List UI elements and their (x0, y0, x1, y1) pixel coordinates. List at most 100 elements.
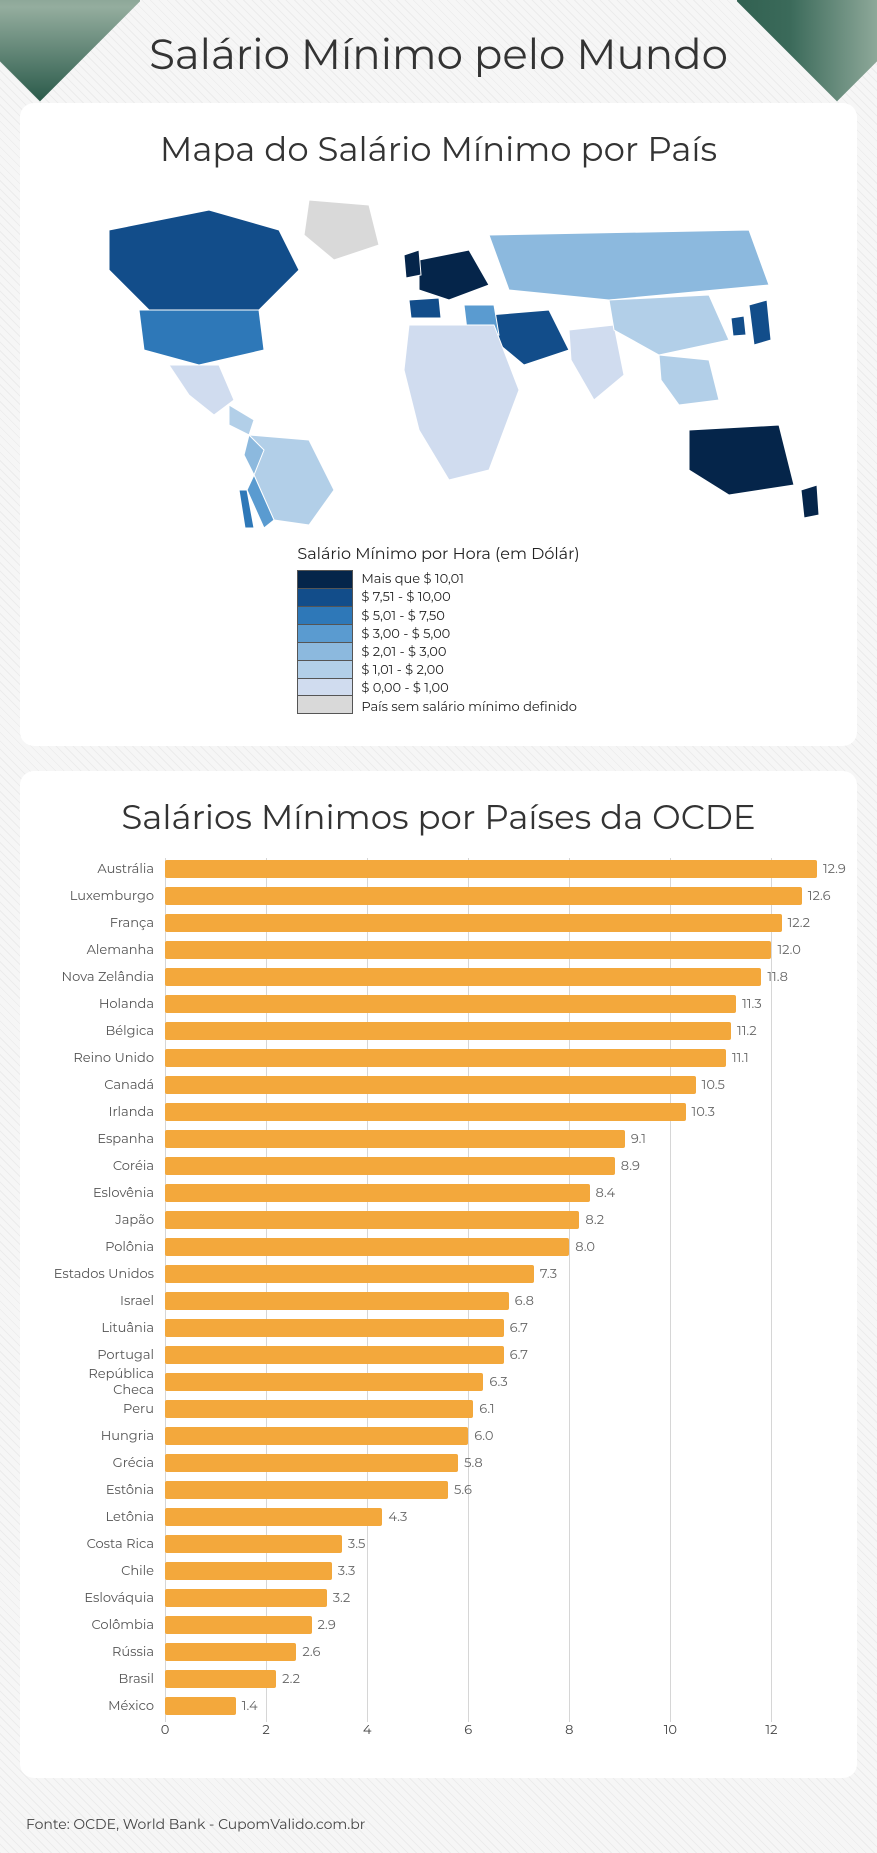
bar-track: 1.4 (165, 1697, 822, 1715)
bar-row: Portugal6.7 (165, 1344, 822, 1367)
bar-value: 6.0 (468, 1427, 493, 1445)
bar-value: 4.3 (382, 1508, 407, 1526)
bar-chart-bars: Austrália12.9Luxemburgo12.6França12.2Ale… (165, 858, 822, 1718)
bar-track: 11.3 (165, 995, 822, 1013)
map-legend-title: Salário Mínimo por Hora (em Dólár) (297, 545, 579, 564)
map-region (109, 210, 299, 320)
bar-value: 3.3 (332, 1562, 356, 1580)
legend-label: $ 0,00 - $ 1,00 (361, 679, 577, 697)
bar-track: 5.8 (165, 1454, 822, 1472)
map-region (229, 405, 254, 435)
bar-label: França (45, 915, 160, 931)
bar-row: Estados Unidos7.3 (165, 1263, 822, 1286)
bar-track: 11.8 (165, 968, 822, 986)
bar-row: Lituânia6.7 (165, 1317, 822, 1340)
bar-fill (165, 1076, 696, 1094)
bar-fill (165, 1319, 504, 1337)
bar-value: 6.7 (504, 1346, 528, 1364)
map-region (404, 250, 421, 278)
bar-row: Canadá10.5 (165, 1074, 822, 1097)
bar-fill (165, 1130, 625, 1148)
bar-row: República Checa6.3 (165, 1371, 822, 1394)
bar-fill (165, 968, 761, 986)
bar-label: República Checa (45, 1366, 160, 1398)
bar-track: 8.4 (165, 1184, 822, 1202)
world-map: Salário Mínimo por Hora (em Dólár) Mais … (45, 190, 832, 716)
axis-tick: 6 (464, 1722, 472, 1738)
bar-value: 10.5 (696, 1076, 725, 1094)
bar-label: Holanda (45, 996, 160, 1012)
bar-value: 6.7 (504, 1319, 528, 1337)
bar-track: 12.9 (165, 860, 822, 878)
bar-track: 12.6 (165, 887, 822, 905)
bar-fill (165, 995, 736, 1013)
bar-label: Estônia (45, 1482, 160, 1498)
legend-label: $ 7,51 - $ 10,00 (361, 588, 577, 606)
axis-tick: 4 (363, 1722, 372, 1738)
bar-value: 11.8 (761, 968, 788, 986)
bar-value: 9.1 (625, 1130, 646, 1148)
bar-row: Austrália12.9 (165, 858, 822, 881)
legend-swatch (298, 679, 352, 697)
bar-label: Reino Unido (45, 1050, 160, 1066)
bar-fill (165, 1157, 615, 1175)
bar-label: México (45, 1698, 160, 1714)
map-region (169, 365, 234, 415)
bar-row: Brasil2.2 (165, 1668, 822, 1691)
bar-value: 2.2 (276, 1670, 300, 1688)
legend-swatch (298, 661, 352, 679)
bar-label: Grécia (45, 1455, 160, 1471)
legend-label: $ 5,01 - $ 7,50 (361, 607, 577, 625)
bar-fill (165, 941, 771, 959)
bar-chart-card: Salários Mínimos por Países da OCDE Aust… (20, 771, 857, 1778)
bar-row: Letônia4.3 (165, 1506, 822, 1529)
legend-swatch (298, 625, 352, 643)
bar-label: Lituânia (45, 1320, 160, 1336)
bar-row: Espanha9.1 (165, 1128, 822, 1151)
bar-value: 6.3 (483, 1373, 507, 1391)
bar-track: 2.9 (165, 1616, 822, 1634)
bar-value: 11.1 (726, 1049, 749, 1067)
bar-track: 6.1 (165, 1400, 822, 1418)
bar-label: Portugal (45, 1347, 160, 1363)
map-card-title: Mapa do Salário Mínimo por País (45, 128, 832, 170)
map-legend: Salário Mínimo por Hora (em Dólár) Mais … (297, 545, 579, 716)
bar-fill (165, 1265, 534, 1283)
bar-label: Alemanha (45, 942, 160, 958)
map-region (609, 295, 729, 355)
bar-fill (165, 1184, 590, 1202)
bar-row: França12.2 (165, 912, 822, 935)
legend-label: $ 3,00 - $ 5,00 (361, 625, 577, 643)
bar-value: 10.3 (686, 1103, 715, 1121)
bar-label: Israel (45, 1293, 160, 1309)
bar-label: Luxemburgo (45, 888, 160, 904)
legend-label: País sem salário mínimo definido (361, 698, 577, 716)
bar-track: 6.0 (165, 1427, 822, 1445)
bar-row: Colômbia2.9 (165, 1614, 822, 1637)
map-region (139, 310, 264, 365)
bar-track: 8.0 (165, 1238, 822, 1256)
bar-track: 11.1 (165, 1049, 822, 1067)
bar-fill (165, 1211, 579, 1229)
bar-value: 5.6 (448, 1481, 472, 1499)
bar-track: 10.3 (165, 1103, 822, 1121)
bar-fill (165, 1643, 296, 1661)
bar-track: 2.6 (165, 1643, 822, 1661)
bar-row: Japão8.2 (165, 1209, 822, 1232)
bar-value: 11.3 (736, 995, 762, 1013)
bar-fill (165, 914, 782, 932)
bar-row: Holanda11.3 (165, 993, 822, 1016)
bar-track: 6.8 (165, 1292, 822, 1310)
bar-label: Bélgica (45, 1023, 160, 1039)
bar-fill (165, 1049, 726, 1067)
bar-label: Coréia (45, 1158, 160, 1174)
map-legend-swatches (297, 570, 353, 714)
bar-value: 11.2 (731, 1022, 757, 1040)
bar-fill (165, 1346, 504, 1364)
corner-decoration-top-right (737, 0, 877, 140)
bar-fill (165, 1427, 468, 1445)
bar-value: 6.8 (509, 1292, 534, 1310)
bar-fill (165, 1103, 686, 1121)
bar-track: 10.5 (165, 1076, 822, 1094)
bar-label: Espanha (45, 1131, 160, 1147)
